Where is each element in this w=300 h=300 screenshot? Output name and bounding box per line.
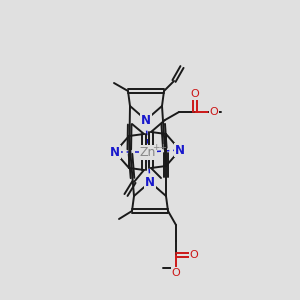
Text: N: N <box>145 176 155 188</box>
Text: Zn: Zn <box>140 146 156 158</box>
Text: O: O <box>172 268 180 278</box>
Text: N: N <box>141 113 151 127</box>
Text: O: O <box>190 250 198 260</box>
Text: N: N <box>175 143 185 157</box>
Text: O: O <box>190 89 200 99</box>
Text: O: O <box>210 107 218 117</box>
Text: N: N <box>110 146 120 158</box>
Text: ++: ++ <box>152 143 167 152</box>
